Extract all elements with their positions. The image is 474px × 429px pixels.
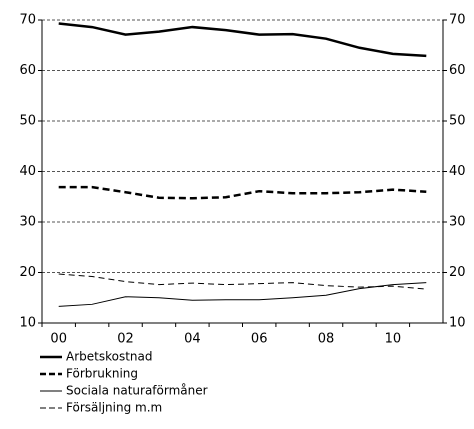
- y-tick-label: 60: [19, 63, 36, 78]
- legend-label: Försäljning m.m: [66, 401, 162, 415]
- legend-label: Arbetskostnad: [66, 350, 153, 364]
- x-tick-label: 02: [117, 332, 134, 347]
- series-line: [58, 273, 427, 290]
- x-tick-label: 10: [385, 332, 402, 347]
- y-tick-label: 20: [19, 265, 36, 280]
- y-tick-label: 50: [19, 114, 36, 129]
- y2-tick-label: 30: [449, 215, 466, 230]
- y-tick-label: 70: [19, 13, 36, 28]
- y2-tick-label: 40: [449, 164, 466, 179]
- y2-tick-label: 10: [449, 316, 466, 331]
- y-tick-label: 10: [19, 316, 36, 331]
- series-line: [58, 185, 427, 200]
- x-tick-label: 08: [318, 332, 335, 347]
- y2-tick-label: 60: [449, 63, 466, 78]
- y2-tick-label: 50: [449, 114, 466, 129]
- legend-label: Förbrukning: [66, 367, 138, 381]
- y2-tick-label: 20: [449, 265, 466, 280]
- x-tick-label: 04: [184, 332, 201, 347]
- x-tick-label: 00: [50, 332, 67, 347]
- x-tick-label: 06: [251, 332, 268, 347]
- y2-tick-label: 70: [449, 13, 466, 28]
- legend-label: Sociala naturaförmåner: [66, 384, 208, 398]
- series-line: [58, 22, 427, 58]
- y-tick-label: 30: [19, 215, 36, 230]
- y-tick-label: 40: [19, 164, 36, 179]
- series-line: [58, 282, 427, 307]
